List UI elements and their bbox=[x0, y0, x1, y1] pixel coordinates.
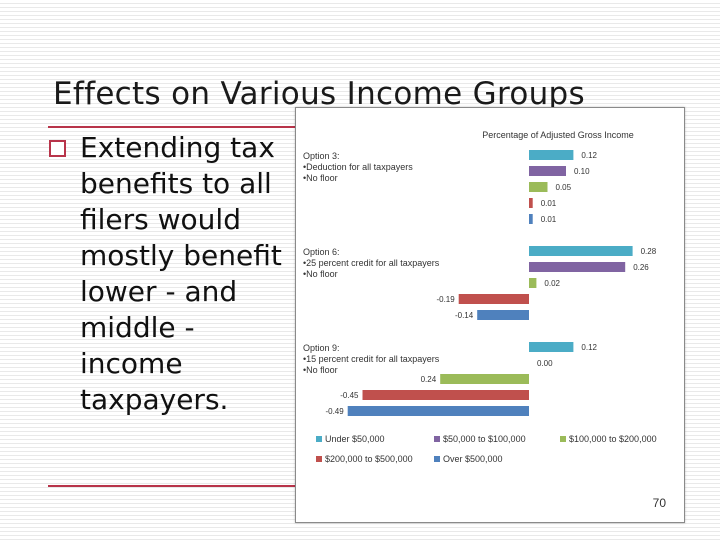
group-label-line: •15 percent credit for all taxpayers bbox=[303, 354, 440, 364]
data-label: 0.12 bbox=[581, 151, 597, 160]
data-label: 0.24 bbox=[421, 375, 437, 384]
bullet-text: Extending tax benefits to all filers wou… bbox=[80, 131, 282, 416]
bar bbox=[477, 310, 529, 320]
data-label: 0.26 bbox=[633, 263, 649, 272]
bar bbox=[347, 406, 529, 416]
data-label: 0.12 bbox=[581, 343, 597, 352]
slide-title: Effects on Various Income Groups bbox=[53, 76, 585, 112]
bar bbox=[529, 246, 633, 256]
agi-bar-chart: Percentage of Adjusted Gross Income Optio… bbox=[303, 130, 657, 464]
data-label: 0.00 bbox=[537, 359, 553, 368]
group-label-line: •No floor bbox=[303, 365, 338, 375]
data-label: 0.28 bbox=[641, 247, 657, 256]
bar bbox=[529, 342, 574, 352]
data-label: 0.01 bbox=[541, 199, 557, 208]
legend-swatch bbox=[560, 436, 566, 442]
group-label-line: Option 9: bbox=[303, 343, 340, 353]
group-label-line: •No floor bbox=[303, 269, 338, 279]
data-label: 0.02 bbox=[544, 279, 560, 288]
checkbox-bullet-icon bbox=[49, 140, 66, 157]
bar bbox=[529, 166, 566, 176]
bar bbox=[440, 374, 529, 384]
bar bbox=[529, 150, 574, 160]
page-number: 70 bbox=[652, 496, 666, 510]
bar bbox=[529, 262, 626, 272]
group-label-line: •No floor bbox=[303, 173, 338, 183]
legend-swatch bbox=[316, 456, 322, 462]
chart-image: Percentage of Adjusted Gross Income Optio… bbox=[295, 107, 685, 523]
bar bbox=[529, 214, 533, 224]
legend-swatch bbox=[434, 456, 440, 462]
legend-label: Over $500,000 bbox=[443, 454, 503, 464]
bar bbox=[529, 198, 533, 208]
bar bbox=[362, 390, 529, 400]
data-label: -0.14 bbox=[455, 311, 474, 320]
legend-label: $50,000 to $100,000 bbox=[443, 434, 526, 444]
data-label: 0.01 bbox=[541, 215, 557, 224]
bar bbox=[529, 278, 537, 288]
legend-label: $100,000 to $200,000 bbox=[569, 434, 657, 444]
data-label: 0.05 bbox=[556, 183, 572, 192]
data-label: -0.45 bbox=[340, 391, 359, 400]
data-label: -0.49 bbox=[325, 407, 344, 416]
group-label-line: •25 percent credit for all taxpayers bbox=[303, 258, 440, 268]
legend-swatch bbox=[434, 436, 440, 442]
group-label-line: Option 3: bbox=[303, 151, 340, 161]
data-label: -0.19 bbox=[436, 295, 455, 304]
legend-swatch bbox=[316, 436, 322, 442]
group-label-line: Option 6: bbox=[303, 247, 340, 257]
bar bbox=[529, 182, 548, 192]
chart-title: Percentage of Adjusted Gross Income bbox=[482, 130, 634, 140]
group-label-line: •Deduction for all taxpayers bbox=[303, 162, 413, 172]
legend-label: Under $50,000 bbox=[325, 434, 385, 444]
bar bbox=[458, 294, 529, 304]
legend-label: $200,000 to $500,000 bbox=[325, 454, 413, 464]
data-label: 0.10 bbox=[574, 167, 590, 176]
